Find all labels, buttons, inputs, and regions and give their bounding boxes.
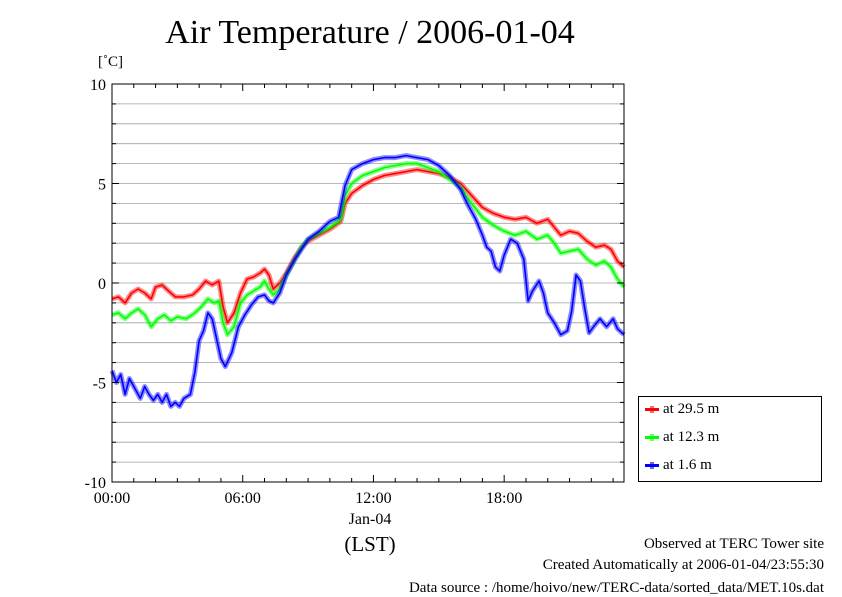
y-tick-label: 10 (90, 77, 106, 94)
legend: at 29.5 m at 12.3 m at 1.6 m (638, 396, 822, 482)
chart-title: Air Temperature / 2006-01-04 (165, 14, 575, 51)
grid-lines (112, 103, 624, 463)
y-tick-label: 5 (98, 177, 106, 194)
series-12-3m (111, 161, 626, 338)
data-series (109, 153, 626, 409)
legend-swatch-red (645, 406, 659, 413)
legend-swatch-green (645, 434, 659, 441)
series-line-halo (109, 153, 626, 409)
x-tick-label: 00:00 (94, 490, 130, 507)
x-tick-label: 18:00 (486, 490, 522, 507)
legend-item: at 29.5 m (645, 401, 719, 418)
y-tick-label: -10 (85, 475, 106, 492)
axis-ticks (111, 83, 624, 483)
footer-source: Data source : /home/hoivo/new/TERC-data/… (408, 580, 824, 596)
series-line (111, 168, 625, 324)
x-tick-label: 06:00 (224, 490, 260, 507)
legend-swatch-blue (645, 462, 659, 469)
y-tick-label: 0 (98, 276, 106, 293)
series-line (111, 162, 625, 336)
legend-label: at 1.6 m (663, 457, 712, 473)
legend-label: at 12.3 m (663, 429, 720, 445)
series-29-5m (111, 167, 626, 326)
y-tick-label: -5 (93, 376, 106, 393)
series-1-6m (109, 153, 626, 409)
legend-label: at 29.5 m (663, 401, 720, 417)
footer-observed: Observed at TERC Tower site (643, 536, 824, 552)
x-tick-label: 12:00 (355, 490, 391, 507)
footer-created: Created Automatically at 2006-01-04/23:5… (542, 557, 824, 573)
x-axis-title: (LST) (344, 532, 396, 556)
series-line (111, 154, 625, 408)
x-axis-date-label: Jan-04 (348, 511, 392, 528)
legend-item: at 1.6 m (645, 457, 712, 474)
y-axis-unit-label: [˚C] (98, 54, 123, 70)
legend-item: at 12.3 m (645, 429, 719, 446)
